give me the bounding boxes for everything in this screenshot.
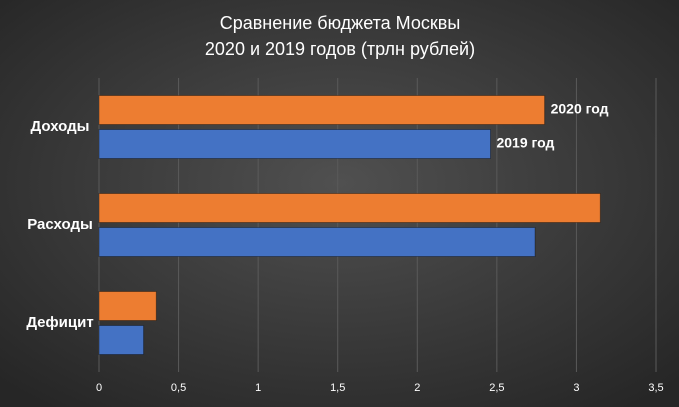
bar <box>98 193 601 223</box>
series-label: 2019 год <box>496 135 554 151</box>
x-tick-label: 2 <box>414 382 420 394</box>
x-tick-label: 3 <box>573 382 579 394</box>
x-tick-label: 1,5 <box>330 382 345 394</box>
bar <box>98 95 546 125</box>
bar <box>98 325 145 355</box>
bar <box>98 291 157 321</box>
x-tick-label: 1 <box>255 382 261 394</box>
x-tick-label: 0 <box>96 382 102 394</box>
x-tick-label: 3,5 <box>648 382 663 394</box>
series-label: 2020 год <box>551 101 609 117</box>
y-tick-label: Доходы <box>31 118 90 135</box>
x-tick-label: 0,5 <box>171 382 186 394</box>
bar <box>98 129 491 159</box>
chart-title: Сравнение бюджета Москвы <box>220 13 461 33</box>
bar <box>98 227 536 257</box>
y-tick-label: Дефицит <box>26 314 93 331</box>
y-tick-label: Расходы <box>27 216 93 233</box>
chart-title: 2020 и 2019 годов (трлн рублей) <box>205 39 475 59</box>
x-tick-label: 2,5 <box>489 382 504 394</box>
